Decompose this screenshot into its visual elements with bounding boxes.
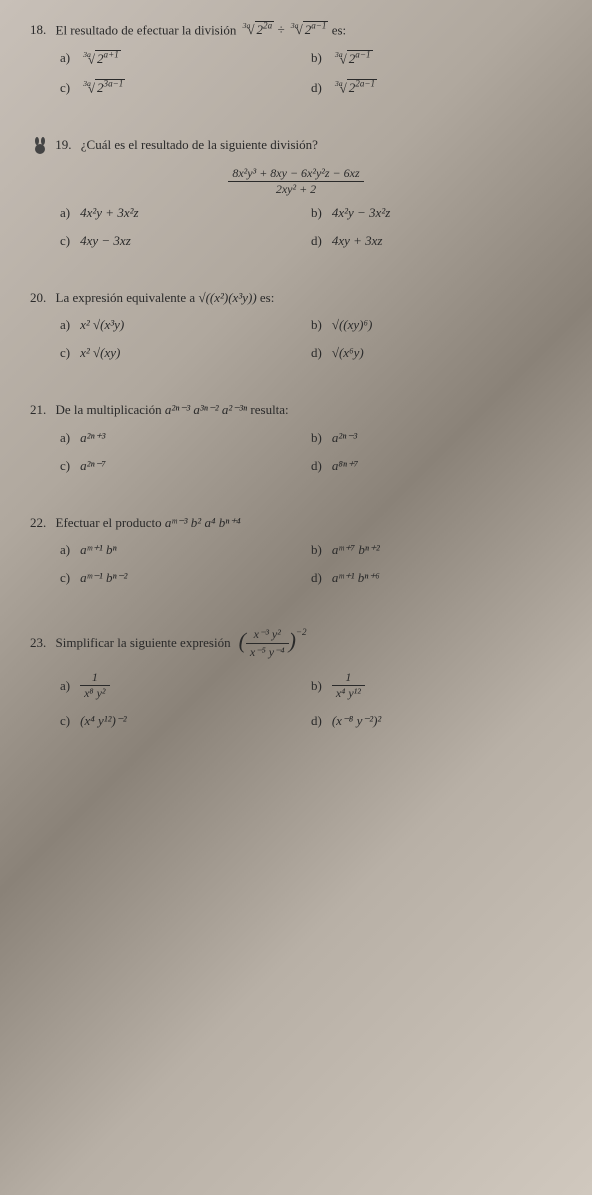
- question-19-header: 19. ¿Cuál es el resultado de la siguient…: [30, 136, 562, 156]
- question-formula: a²ⁿ⁻³ a³ⁿ⁻² a²⁻³ⁿ: [165, 402, 247, 417]
- option-21b: b)a²ⁿ⁻³: [311, 430, 562, 446]
- option-23a: a) 1x⁸ y²: [60, 670, 311, 701]
- option-21a: a)a²ⁿ⁺³: [60, 430, 311, 446]
- option-22c: c)aᵐ⁻¹ bⁿ⁻²: [60, 570, 311, 586]
- question-19: 19. ¿Cuál es el resultado de la siguient…: [30, 136, 562, 261]
- options-23: a) 1x⁸ y² b) 1x⁴ y¹² c) (x⁴ y¹²)⁻² d) (x…: [30, 670, 562, 741]
- option-22a: a)aᵐ⁺¹ bⁿ: [60, 542, 311, 558]
- question-text: Efectuar el producto: [56, 515, 162, 530]
- question-formula: aᵐ⁻³ b² a⁴ bⁿ⁺⁴: [165, 515, 241, 530]
- option-23d: d) (x⁻⁸ y⁻²)²: [311, 713, 562, 729]
- option-20a: a)x² √(x³y): [60, 317, 311, 333]
- options-18: a) 3a√2a+1 b) 3a√2a−1 c) 3a√23a−1 d) 3a√…: [30, 50, 562, 109]
- question-number: 23.: [30, 634, 46, 652]
- question-number: 20.: [30, 289, 46, 307]
- options-20: a)x² √(x³y) b)√((xy)⁶) c)x² √(xy) d)√(x⁶…: [30, 317, 562, 373]
- option-23b: b) 1x⁴ y¹²: [311, 670, 562, 701]
- option-18b: b) 3a√2a−1: [311, 50, 562, 67]
- question-20-header: 20. La expresión equivalente a √((x²)(x³…: [30, 289, 562, 307]
- question-number: 21.: [30, 401, 46, 419]
- option-18c: c) 3a√23a−1: [60, 79, 311, 96]
- question-text: ¿Cuál es el resultado de la siguiente di…: [81, 137, 318, 152]
- option-22b: b)aᵐ⁺⁷ bⁿ⁺²: [311, 542, 562, 558]
- question-text: La expresión equivalente a: [56, 290, 196, 305]
- question-23-header: 23. Simplificar la siguiente expresión (…: [30, 626, 562, 661]
- question-19-formula: 8x²y³ + 8xy − 6x²y²z − 6xz 2xy² + 2: [30, 166, 562, 197]
- question-number: 19.: [55, 136, 71, 154]
- question-20: 20. La expresión equivalente a √((x²)(x³…: [30, 289, 562, 373]
- option-19c: c)4xy − 3xz: [60, 233, 311, 249]
- option-20c: c)x² √(xy): [60, 345, 311, 361]
- options-22: a)aᵐ⁺¹ bⁿ b)aᵐ⁺⁷ bⁿ⁺² c)aᵐ⁻¹ bⁿ⁻² d)aᵐ⁺¹…: [30, 542, 562, 598]
- question-text: De la multiplicación: [56, 402, 162, 417]
- question-text: Simplificar la siguiente expresión: [56, 635, 231, 650]
- question-formula: 3a√22a ÷ 3a√2a−1: [240, 22, 332, 37]
- question-suffix: resulta:: [250, 402, 288, 417]
- option-19d: d)4xy + 3xz: [311, 233, 562, 249]
- question-text: El resultado de efectuar la división: [56, 22, 237, 37]
- question-number: 18.: [30, 21, 46, 39]
- question-22-header: 22. Efectuar el producto aᵐ⁻³ b² a⁴ bⁿ⁺⁴: [30, 514, 562, 532]
- option-18a: a) 3a√2a+1: [60, 50, 311, 67]
- option-20d: d)√(x⁶y): [311, 345, 562, 361]
- question-suffix: es:: [260, 290, 274, 305]
- options-21: a)a²ⁿ⁺³ b)a²ⁿ⁻³ c)a²ⁿ⁻⁷ d)a⁸ⁿ⁺⁷: [30, 430, 562, 486]
- option-20b: b)√((xy)⁶): [311, 317, 562, 333]
- question-number: 22.: [30, 514, 46, 532]
- question-21-header: 21. De la multiplicación a²ⁿ⁻³ a³ⁿ⁻² a²⁻…: [30, 401, 562, 419]
- option-19b: b)4x²y − 3x²z: [311, 205, 562, 221]
- options-19: a)4x²y + 3x²z b)4x²y − 3x²z c)4xy − 3xz …: [30, 205, 562, 261]
- option-23c: c) (x⁴ y¹²)⁻²: [60, 713, 311, 729]
- option-21d: d)a⁸ⁿ⁺⁷: [311, 458, 562, 474]
- question-suffix: es:: [332, 22, 346, 37]
- option-18d: d) 3a√22a−1: [311, 79, 562, 96]
- question-formula: ( x⁻³ y² x⁻⁵ y⁻⁴ )−2: [239, 626, 307, 661]
- option-19a: a)4x²y + 3x²z: [60, 205, 311, 221]
- question-22: 22. Efectuar el producto aᵐ⁻³ b² a⁴ bⁿ⁺⁴…: [30, 514, 562, 598]
- question-formula: √((x²)(x³y)): [198, 290, 256, 305]
- question-18-header: 18. El resultado de efectuar la división…: [30, 20, 562, 40]
- option-21c: c)a²ⁿ⁻⁷: [60, 458, 311, 474]
- bunny-icon: [30, 136, 50, 156]
- question-21: 21. De la multiplicación a²ⁿ⁻³ a³ⁿ⁻² a²⁻…: [30, 401, 562, 485]
- option-22d: d)aᵐ⁺¹ bⁿ⁺⁶: [311, 570, 562, 586]
- question-23: 23. Simplificar la siguiente expresión (…: [30, 626, 562, 742]
- question-18: 18. El resultado de efectuar la división…: [30, 20, 562, 108]
